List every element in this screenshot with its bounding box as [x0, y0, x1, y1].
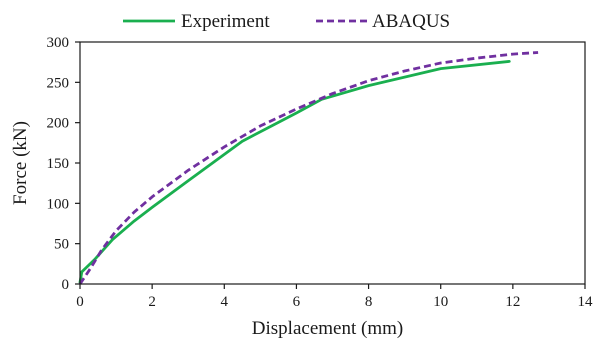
- x-tick-label: 10: [433, 294, 448, 310]
- x-tick-label: 0: [76, 294, 84, 310]
- legend-label-abaqus: ABAQUS: [372, 11, 450, 32]
- x-tick-label: 4: [221, 294, 229, 310]
- x-tick-label: 8: [365, 294, 373, 310]
- y-tick-label: 250: [47, 75, 70, 91]
- x-axis-ticks: 0 2 4 6 8 10 12 14: [76, 284, 593, 310]
- x-tick-label: 14: [578, 294, 594, 310]
- y-tick-label: 50: [54, 237, 69, 253]
- x-axis-title: Displacement (mm): [252, 318, 403, 339]
- plot-area-frame: [79, 41, 586, 285]
- y-tick-label: 150: [47, 156, 70, 172]
- y-tick-label: 300: [47, 35, 70, 51]
- y-tick-label: 0: [62, 277, 70, 293]
- y-axis-title: Force (kN): [10, 121, 31, 205]
- x-tick-label: 12: [505, 294, 520, 310]
- y-tick-label: 100: [47, 196, 70, 212]
- series-line-experiment: [78, 60, 511, 284]
- y-tick-label: 200: [47, 116, 70, 132]
- series-line-abaqus: [78, 51, 539, 285]
- x-tick-label: 2: [148, 294, 156, 310]
- legend: Experiment ABAQUS: [123, 11, 450, 32]
- legend-label-experiment: Experiment: [181, 11, 270, 32]
- y-axis-ticks: 0 50 100 150 200 250 300: [47, 35, 80, 293]
- series-layer: [78, 51, 539, 285]
- x-tick-label: 6: [293, 294, 301, 310]
